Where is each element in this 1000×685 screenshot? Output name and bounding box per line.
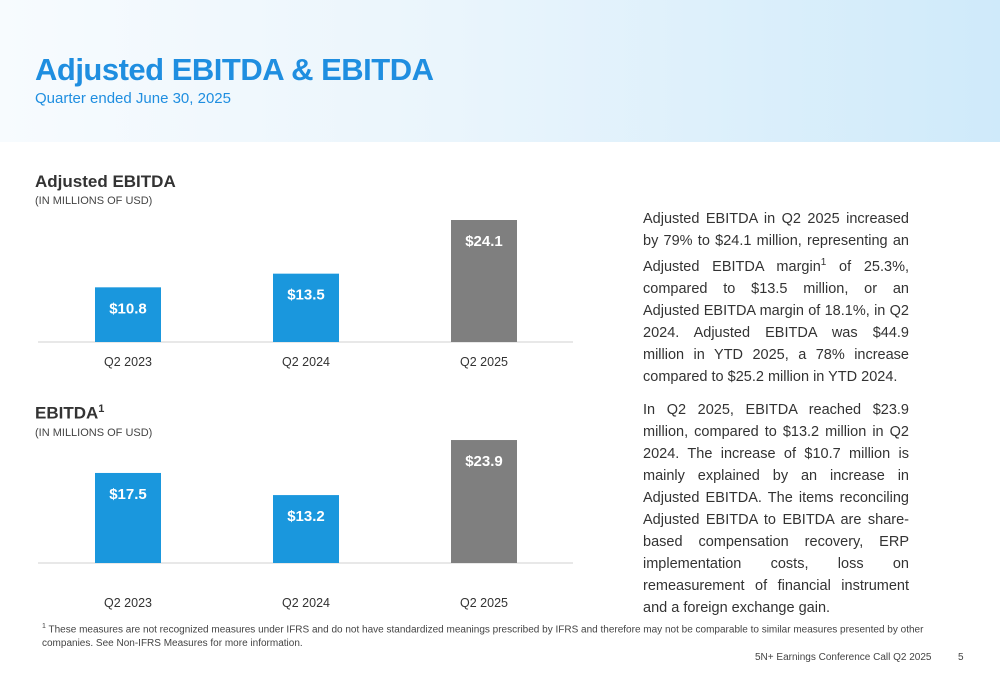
page-subtitle: Quarter ended June 30, 2025: [35, 90, 231, 107]
tick-label-q2-2023: Q2 2023: [104, 355, 152, 369]
data-label-q2-2023: $10.8: [109, 300, 147, 317]
chart-units-ebitda: (IN MILLIONS OF USD): [35, 427, 153, 439]
page-number: 5: [958, 652, 964, 663]
data-label-q2-2025: $23.9: [465, 453, 503, 470]
bar-q2-2025: [451, 440, 517, 563]
footer-event: 5N+ Earnings Conference Call Q2 2025: [755, 652, 932, 663]
bar-q2-2024: [273, 273, 339, 342]
tick-label-q2-2024: Q2 2024: [282, 596, 330, 610]
ebitda-chart: $17.5 Q2 2023 $13.2 Q2 2024 $23.9 Q2 2025: [38, 440, 573, 610]
chart-title-ebitda-footnote-marker: 1: [98, 403, 105, 415]
header-band: [0, 0, 1000, 142]
data-label-q2-2023: $17.5: [109, 486, 147, 503]
tick-label-q2-2025: Q2 2025: [460, 355, 508, 369]
footnote-text: These measures are not recognized measur…: [42, 624, 924, 650]
adjusted-ebitda-chart: $10.8 Q2 2023 $13.5 Q2 2024 $24.1 Q2 2025: [38, 220, 573, 369]
data-label-q2-2024: $13.2: [287, 508, 325, 525]
bar-q2-2023: [95, 287, 161, 342]
chart-title-adjusted-ebitda: Adjusted EBITDA: [35, 172, 176, 191]
tick-label-q2-2025: Q2 2025: [460, 596, 508, 610]
footnote-marker: 1: [42, 623, 46, 630]
commentary-paragraph-2: In Q2 2025, EBITDA reached $23.9 million…: [643, 401, 909, 616]
data-label-q2-2025: $24.1: [465, 233, 503, 250]
commentary: Adjusted EBITDA in Q2 2025 increased by …: [643, 208, 909, 630]
chart-title-ebitda: EBITDA1: [35, 403, 104, 424]
bar-q2-2023: [95, 472, 161, 563]
bar-q2-2025: [451, 220, 517, 342]
footnote: 1 These measures are not recognized meas…: [42, 620, 967, 651]
page-title: Adjusted EBITDA & EBITDA: [35, 52, 434, 87]
commentary-p1-part2: of 25.3%, compared to $13.5 million, or …: [643, 258, 909, 385]
data-label-q2-2024: $13.5: [287, 287, 325, 304]
bar-q2-2024: [273, 495, 339, 563]
chart-units-adjusted-ebitda: (IN MILLIONS OF USD): [35, 195, 153, 207]
chart-title-ebitda-text: EBITDA: [35, 403, 99, 423]
commentary-p1-part1: Adjusted EBITDA in Q2 2025 increased by …: [643, 211, 909, 275]
commentary-p1-footnote-marker: 1: [820, 257, 827, 268]
tick-label-q2-2024: Q2 2024: [282, 355, 330, 369]
commentary-paragraph-1: Adjusted EBITDA in Q2 2025 increased by …: [643, 208, 909, 388]
tick-label-q2-2023: Q2 2023: [104, 596, 152, 610]
